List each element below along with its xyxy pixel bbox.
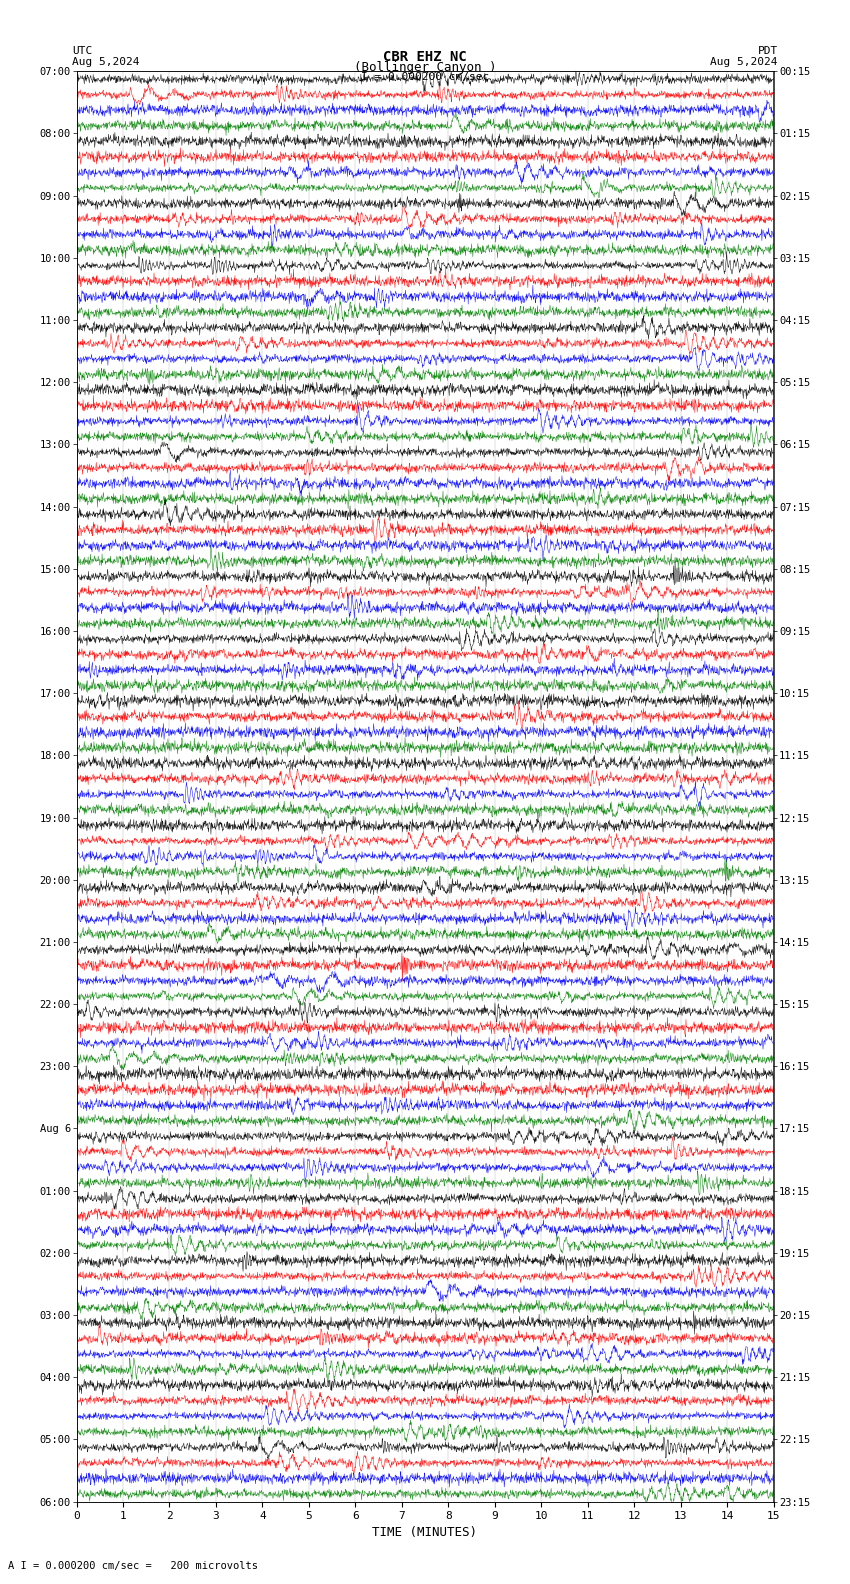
Text: UTC: UTC	[72, 46, 93, 55]
Text: PDT: PDT	[757, 46, 778, 55]
X-axis label: TIME (MINUTES): TIME (MINUTES)	[372, 1525, 478, 1538]
Text: (Bollinger Canyon ): (Bollinger Canyon )	[354, 60, 496, 74]
Text: I = 0.000200 cm/sec: I = 0.000200 cm/sec	[361, 71, 489, 82]
Text: Aug 5,2024: Aug 5,2024	[72, 57, 139, 67]
Text: CBR EHZ NC: CBR EHZ NC	[383, 49, 467, 63]
Text: Aug 5,2024: Aug 5,2024	[711, 57, 778, 67]
Text: A I = 0.000200 cm/sec =   200 microvolts: A I = 0.000200 cm/sec = 200 microvolts	[8, 1562, 258, 1571]
